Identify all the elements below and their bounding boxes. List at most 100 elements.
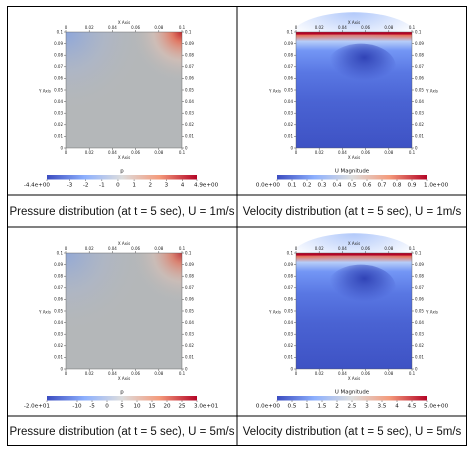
right-y-tick-label: 0.02: [185, 122, 194, 127]
colorbar-tick-label: 5: [120, 404, 124, 410]
left-y-tick-label: 0.06: [284, 297, 293, 302]
bottom-x-tick-label: 0.02: [315, 371, 324, 376]
colorbar-gradient: [47, 396, 197, 401]
right-y-tick-label: 0.08: [415, 53, 424, 58]
left-y-tick-label: 0.05: [284, 308, 293, 313]
colorbar-tick-label: 3.5: [378, 404, 387, 410]
left-y-tick-label: 0.01: [284, 134, 293, 139]
left-y-tick-label: 0.08: [284, 53, 293, 58]
colorbar-tick-label: -4.4e+00: [24, 183, 51, 189]
left-y-tick-label: 0.08: [54, 53, 63, 58]
left-y-tick-label: 0.02: [284, 122, 293, 127]
top-x-tick-label: 0.06: [361, 25, 370, 30]
right-y-tick-label: 0.01: [185, 355, 194, 360]
left-y-tick-label: 0.03: [54, 111, 63, 116]
top-x-tick-label: 0.02: [85, 246, 94, 251]
left-y-tick-label: 0.01: [54, 134, 63, 139]
right-y-tick-label: 0.07: [185, 64, 194, 69]
velocity-vortex-core: [326, 43, 396, 90]
top-x-axis-title: X Axis: [118, 241, 130, 246]
top-x-tick-label: 0: [65, 246, 68, 251]
colorbar-tick-label: 1: [305, 404, 309, 410]
top-x-tick-label: 0.04: [108, 25, 117, 30]
bottom-x-tick-label: 0.08: [154, 371, 163, 376]
right-y-tick-label: 0.04: [185, 99, 194, 104]
bottom-x-tick-label: 0: [65, 371, 68, 376]
top-x-tick-label: 0.06: [131, 246, 140, 251]
colorbar-tick-label: 3: [365, 404, 369, 410]
pressure-high-region: [66, 32, 182, 148]
right-y-tick-label: 0: [185, 145, 188, 150]
right-y-tick-label: 0: [185, 366, 188, 371]
left-y-tick-label: 0: [290, 366, 293, 371]
right-y-tick-label: 0.04: [185, 320, 194, 325]
colorbar-tick-label: 4.5: [408, 404, 417, 410]
top-x-tick-label: 0.1: [179, 25, 186, 30]
plot-axes: 000.020.020.040.040.060.060.080.080.10.1…: [268, 241, 438, 381]
top-x-tick-label: 0.04: [338, 25, 347, 30]
colorbar-tick-label: 10: [133, 404, 141, 410]
right-y-tick-label: 0.1: [415, 29, 422, 34]
top-x-tick-label: 0: [295, 25, 298, 30]
bottom-x-tick-label: 0.1: [179, 371, 186, 376]
bottom-x-tick-label: 0.08: [384, 371, 393, 376]
bottom-x-tick-label: 0.02: [85, 371, 94, 376]
colorbar-gradient: [277, 175, 427, 180]
colorbar-tick-label: -10: [72, 404, 82, 410]
right-y-tick-label: 0.02: [415, 122, 424, 127]
bottom-x-tick-label: 0.06: [361, 371, 370, 376]
colorbar-title: U Magnitude: [335, 390, 370, 396]
colorbar-tick-label: 0: [105, 404, 109, 410]
right-y-tick-label: 0.05: [185, 308, 194, 313]
colorbar-tick-label: 25: [178, 404, 186, 410]
colorbar-title: p: [120, 390, 124, 396]
left-y-tick-label: 0.04: [54, 99, 63, 104]
left-y-tick-label: 0.06: [54, 297, 63, 302]
left-y-tick-label: 0.09: [54, 262, 63, 267]
right-y-tick-label: 0.03: [185, 332, 194, 337]
velocity-contour-plot: [290, 233, 418, 370]
colorbar-tick-label: -2.0e+01: [24, 404, 51, 410]
figure-cell-velocity-u1: 000.020.020.040.040.060.060.080.080.10.1…: [243, 12, 462, 218]
bottom-x-tick-label: 0.06: [361, 150, 370, 155]
bottom-x-tick-label: 0.06: [131, 371, 140, 376]
figure-cell-pressure-u1: 000.020.020.040.040.060.060.080.080.10.1…: [10, 20, 235, 218]
bottom-x-tick-label: 0.1: [409, 150, 416, 155]
bottom-x-axis-title: X Axis: [118, 155, 130, 160]
colorbar-tick-label: -2: [83, 183, 89, 189]
colorbar-tick-label: 0.7: [378, 183, 387, 189]
velocity-shear-layer: [290, 12, 418, 64]
bottom-x-tick-label: 0.02: [85, 150, 94, 155]
left-y-tick-label: 0.07: [54, 64, 63, 69]
bottom-x-tick-label: 0.06: [131, 150, 140, 155]
colorbar: U Magnitude 0.0e+00 0.1 0.2 0.3 0.4 0.5 0.6 0.7 0…: [256, 169, 449, 189]
colorbar-tick-label: -1: [99, 183, 105, 189]
right-y-tick-label: 0.07: [415, 64, 424, 69]
left-y-tick-label: 0.05: [54, 308, 63, 313]
bottom-x-axis-title: X Axis: [348, 155, 360, 160]
figure-caption: Velocity distribution (at t = 5 sec), U …: [243, 206, 462, 218]
colorbar-tick-label: 2.5: [348, 404, 357, 410]
colorbar: U Magnitude 0.0e+00 0.5 1 1.5 2 2.5 3 3.5 4 4.5 5.0…: [256, 390, 449, 410]
top-x-tick-label: 0.02: [315, 246, 324, 251]
velocity-moving-lid: [296, 32, 412, 35]
top-x-axis-title: X Axis: [348, 241, 360, 246]
left-y-tick-label: 0.1: [57, 250, 64, 255]
right-y-axis-title: Y Axis: [425, 88, 438, 93]
velocity-moving-lid: [296, 253, 412, 256]
colorbar-tick-label: 0.3: [318, 183, 327, 189]
top-x-tick-label: 0.08: [154, 246, 163, 251]
bottom-x-tick-label: 0.04: [108, 150, 117, 155]
colorbar-gradient: [47, 175, 197, 180]
left-y-tick-label: 0.04: [284, 99, 293, 104]
right-y-tick-label: 0.1: [415, 250, 422, 255]
colorbar-tick-label: 1.5: [318, 404, 327, 410]
right-y-tick-label: 0.1: [185, 29, 192, 34]
right-y-tick-label: 0.01: [185, 134, 194, 139]
colorbar-tick-label: 0.2: [303, 183, 312, 189]
left-y-tick-label: 0.09: [284, 41, 293, 46]
bottom-x-tick-label: 0.1: [179, 150, 186, 155]
colorbar-tick-label: 1.0e+00: [424, 183, 449, 189]
bottom-x-tick-label: 0.04: [338, 150, 347, 155]
left-y-tick-label: 0.09: [284, 262, 293, 267]
